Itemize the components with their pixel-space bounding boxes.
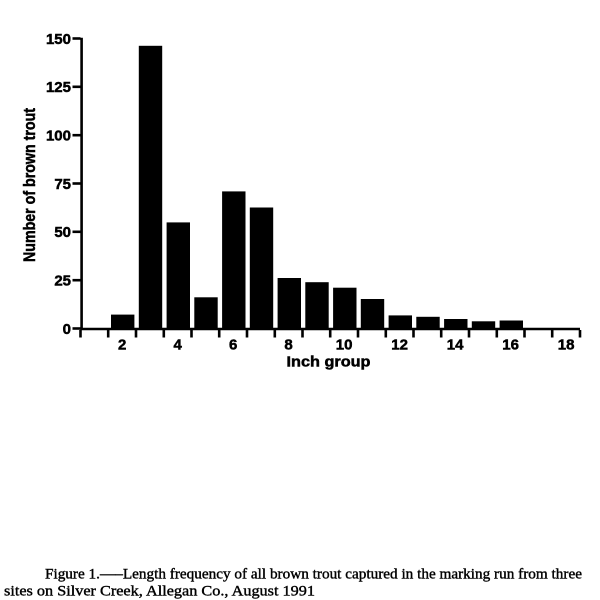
svg-text:Figure 1.—–Length frequency of: Figure 1.—–Length frequency of all brown… xyxy=(45,567,582,583)
svg-text:Inch group: Inch group xyxy=(287,353,371,370)
svg-text:14: 14 xyxy=(447,337,464,354)
svg-text:150: 150 xyxy=(46,31,71,48)
svg-text:0: 0 xyxy=(63,321,71,338)
svg-text:18: 18 xyxy=(558,337,575,354)
svg-text:12: 12 xyxy=(391,337,408,354)
svg-text:4: 4 xyxy=(174,337,183,354)
svg-text:6: 6 xyxy=(229,337,237,354)
svg-text:16: 16 xyxy=(502,337,519,354)
svg-text:sites on Silver Creek, Allegan: sites on Silver Creek, Allegan Co., Augu… xyxy=(4,583,315,599)
svg-text:Number of brown trout: Number of brown trout xyxy=(21,108,39,262)
svg-text:100: 100 xyxy=(46,128,71,145)
svg-text:125: 125 xyxy=(46,79,71,96)
svg-text:75: 75 xyxy=(54,176,71,193)
svg-text:25: 25 xyxy=(54,273,71,290)
svg-text:50: 50 xyxy=(54,224,71,241)
svg-text:10: 10 xyxy=(336,337,353,354)
svg-text:2: 2 xyxy=(118,337,126,354)
svg-text:8: 8 xyxy=(284,337,292,354)
